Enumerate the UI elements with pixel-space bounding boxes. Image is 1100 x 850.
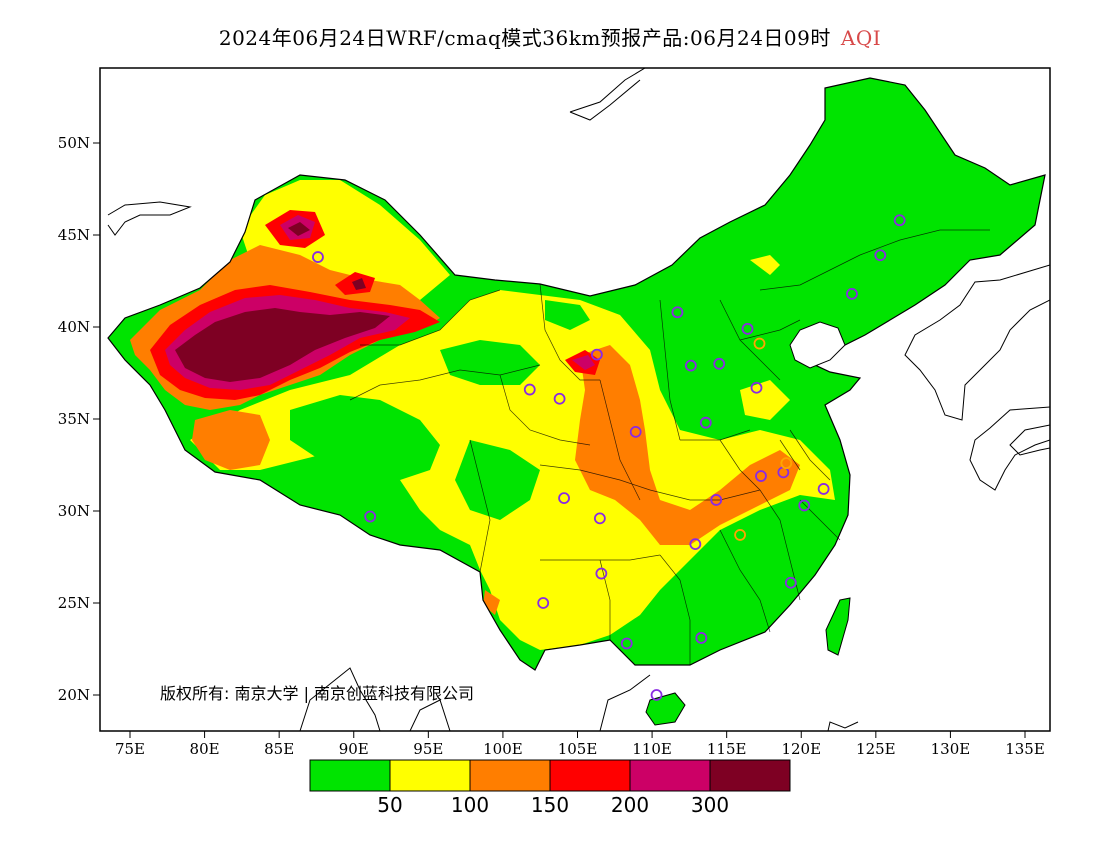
legend-label: 100 <box>451 793 489 817</box>
legend-swatch <box>629 759 711 792</box>
x-tick-label: 105E <box>558 740 598 758</box>
station-marker <box>699 416 712 429</box>
x-tick-label: 110E <box>632 740 672 758</box>
y-tick-label: 30N <box>58 502 90 520</box>
x-tick-label: 135E <box>1005 740 1045 758</box>
station-marker <box>784 576 797 589</box>
station-marker <box>893 214 906 227</box>
station-marker <box>695 632 708 644</box>
x-tick-label: 75E <box>115 740 145 758</box>
y-tick-label: 20N <box>58 686 90 704</box>
station-marker <box>312 251 324 263</box>
legend-label: 50 <box>377 793 402 817</box>
station-marker <box>553 392 566 405</box>
x-tick-label: 120E <box>781 740 821 758</box>
legend-swatch <box>389 759 471 792</box>
station-marker <box>650 689 663 701</box>
station-marker <box>741 322 754 335</box>
station-marker <box>846 287 858 300</box>
y-tick-label: 25N <box>58 594 90 612</box>
station-marker <box>780 457 793 470</box>
station-markers <box>312 214 906 701</box>
station-marker <box>590 348 603 361</box>
station-marker <box>629 425 642 438</box>
legend-swatch <box>309 759 391 792</box>
station-marker <box>364 510 377 523</box>
x-axis: 75E 80E 85E 90E 95E 100E 105E 110E 115E 120E 125E 1… <box>115 731 1045 758</box>
title-tag: AQI <box>840 26 882 50</box>
station-marker <box>817 483 830 495</box>
station-marker <box>523 383 536 396</box>
legend-label: 150 <box>531 793 569 817</box>
hainan-island <box>645 692 686 726</box>
legend-label: 300 <box>691 793 729 817</box>
title-text: 2024年06月24日WRF/cmaq模式36km预报产品:06月24日09时 <box>218 26 831 50</box>
station-marker <box>684 359 697 372</box>
aqi-legend: 50 100 150 200 300 <box>309 759 791 817</box>
station-marker <box>537 597 550 609</box>
x-tick-label: 90E <box>339 740 369 758</box>
legend-swatch <box>469 759 551 792</box>
station-marker <box>713 357 726 370</box>
x-tick-label: 115E <box>707 740 747 758</box>
bohai-sea <box>789 321 846 369</box>
station-marker <box>620 637 633 650</box>
station-marker <box>593 512 606 525</box>
station-marker <box>755 470 767 482</box>
x-tick-label: 95E <box>413 740 443 758</box>
china-outline <box>107 77 1046 671</box>
y-tick-label: 50N <box>58 134 90 152</box>
legend-label: 200 <box>611 793 649 817</box>
y-axis: 50N 45N 40N 35N 30N 25N 20N <box>58 134 100 704</box>
legend-swatch <box>549 759 631 792</box>
station-marker <box>671 306 684 319</box>
province-boundaries <box>349 229 990 665</box>
station-marker <box>734 529 746 541</box>
station-marker <box>874 249 887 262</box>
x-tick-label: 80E <box>190 740 220 758</box>
x-tick-label: 130E <box>931 740 971 758</box>
station-marker <box>710 494 723 506</box>
station-marker <box>798 499 811 512</box>
taiwan-island <box>825 597 851 656</box>
legend-swatch <box>709 759 791 792</box>
y-tick-label: 35N <box>58 410 90 428</box>
map-title: 2024年06月24日WRF/cmaq模式36km预报产品:06月24日09时 A… <box>0 22 1100 51</box>
x-tick-label: 125E <box>856 740 896 758</box>
station-marker <box>689 538 702 551</box>
x-tick-label: 85E <box>264 740 294 758</box>
copyright-note: 版权所有: 南京大学 | 南京创蓝科技有限公司 <box>160 684 475 703</box>
station-marker <box>595 567 608 580</box>
neighbour-outlines <box>107 68 1050 731</box>
x-tick-label: 100E <box>483 740 523 758</box>
station-marker <box>750 381 763 394</box>
station-marker <box>753 337 766 350</box>
y-tick-label: 40N <box>58 318 90 336</box>
y-tick-label: 45N <box>58 226 90 244</box>
station-marker <box>558 492 570 505</box>
